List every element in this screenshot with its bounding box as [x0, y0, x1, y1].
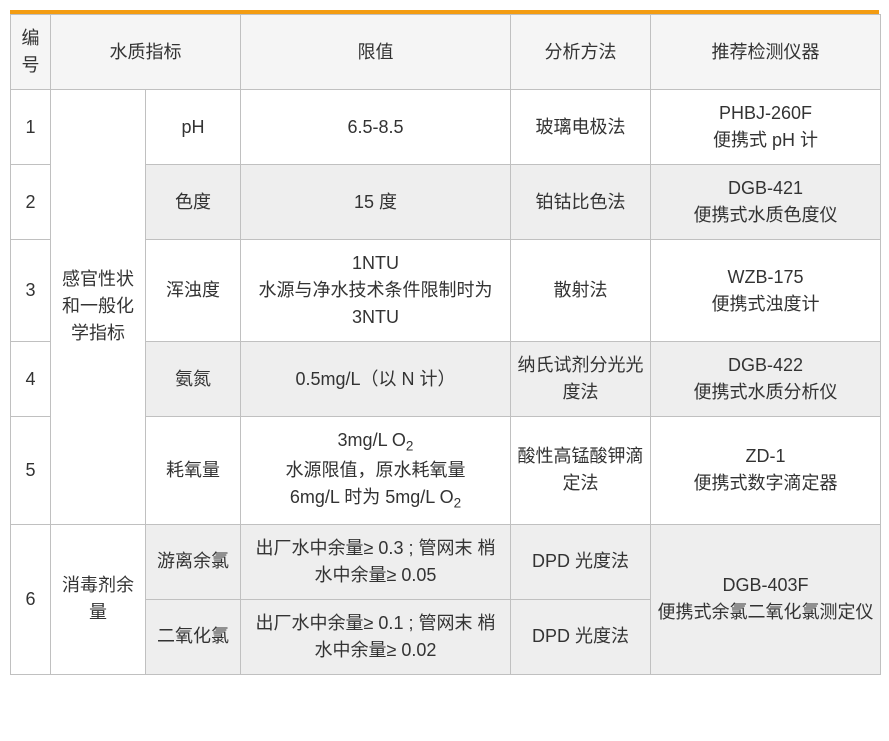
cell-param: pH: [146, 90, 241, 165]
col-header-method: 分析方法: [511, 15, 651, 90]
cell-num: 4: [11, 342, 51, 417]
cell-limit: 15 度: [241, 165, 511, 240]
cell-instr: DGB-421便携式水质色度仪: [651, 165, 881, 240]
cell-method: 铂钴比色法: [511, 165, 651, 240]
limit-line3: 6mg/L 时为 5mg/L O: [290, 487, 454, 507]
table-header-row: 编号 水质指标 限值 分析方法 推荐检测仪器: [11, 15, 881, 90]
cell-param: 浑浊度: [146, 240, 241, 342]
col-header-limit: 限值: [241, 15, 511, 90]
cell-method: 散射法: [511, 240, 651, 342]
cell-instr: PHBJ-260F便携式 pH 计: [651, 90, 881, 165]
cell-num: 3: [11, 240, 51, 342]
cell-method: DPD 光度法: [511, 524, 651, 599]
cell-param: 色度: [146, 165, 241, 240]
cell-param: 二氧化氯: [146, 599, 241, 674]
limit-line2: 水源限值，原水耗氧量: [286, 460, 466, 480]
limit-line1: 3mg/L O: [338, 430, 406, 450]
cell-method: 酸性高锰酸钾滴定法: [511, 417, 651, 525]
sub-2: 2: [454, 495, 462, 510]
cell-instr: WZB-175便携式浊度计: [651, 240, 881, 342]
cell-instr: DGB-403F便携式余氯二氧化氯测定仪: [651, 524, 881, 674]
cell-limit: 0.5mg/L（以 N 计）: [241, 342, 511, 417]
cell-limit: 6.5-8.5: [241, 90, 511, 165]
water-quality-table-wrapper: 编号 水质指标 限值 分析方法 推荐检测仪器 1 感官性状和一般化学指标 pH …: [10, 10, 879, 675]
cell-limit: 1NTU水源与净水技术条件限制时为 3NTU: [241, 240, 511, 342]
cell-method: DPD 光度法: [511, 599, 651, 674]
cell-limit: 出厂水中余量≥ 0.3 ; 管网末 梢水中余量≥ 0.05: [241, 524, 511, 599]
cell-num: 5: [11, 417, 51, 525]
cell-method: 玻璃电极法: [511, 90, 651, 165]
cell-category: 感官性状和一般化学指标: [51, 90, 146, 525]
cell-num: 1: [11, 90, 51, 165]
cell-num: 2: [11, 165, 51, 240]
cell-method: 纳氏试剂分光光度法: [511, 342, 651, 417]
table-row: 1 感官性状和一般化学指标 pH 6.5-8.5 玻璃电极法 PHBJ-260F…: [11, 90, 881, 165]
sub-2: 2: [406, 439, 414, 454]
col-header-indicator: 水质指标: [51, 15, 241, 90]
water-quality-table: 编号 水质指标 限值 分析方法 推荐检测仪器 1 感官性状和一般化学指标 pH …: [10, 14, 881, 675]
cell-instr: DGB-422便携式水质分析仪: [651, 342, 881, 417]
cell-limit: 3mg/L O2 水源限值，原水耗氧量 6mg/L 时为 5mg/L O2: [241, 417, 511, 525]
cell-num: 6: [11, 524, 51, 674]
cell-category: 消毒剂余量: [51, 524, 146, 674]
table-row: 6 消毒剂余量 游离余氯 出厂水中余量≥ 0.3 ; 管网末 梢水中余量≥ 0.…: [11, 524, 881, 599]
cell-param: 氨氮: [146, 342, 241, 417]
col-header-num: 编号: [11, 15, 51, 90]
cell-instr: ZD-1便携式数字滴定器: [651, 417, 881, 525]
col-header-instr: 推荐检测仪器: [651, 15, 881, 90]
cell-param: 耗氧量: [146, 417, 241, 525]
cell-param: 游离余氯: [146, 524, 241, 599]
cell-limit: 出厂水中余量≥ 0.1 ; 管网末 梢水中余量≥ 0.02: [241, 599, 511, 674]
